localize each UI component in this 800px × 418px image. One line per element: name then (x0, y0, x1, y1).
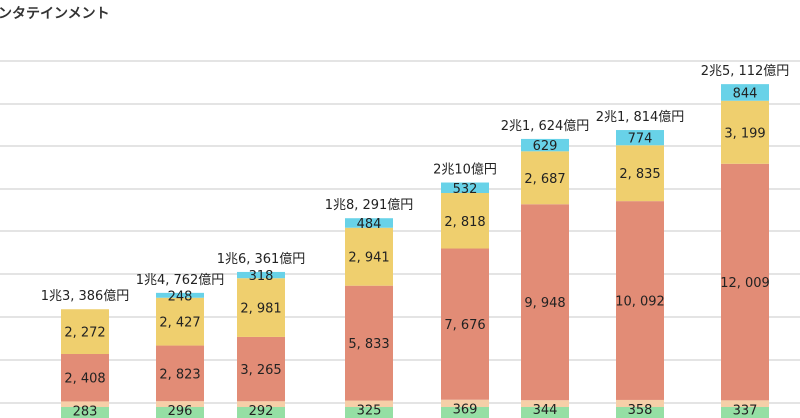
bar-segment (345, 227, 393, 286)
bar-segment (61, 353, 109, 402)
total-label: 1兆4, 762億円 (136, 272, 225, 288)
bar-segment (521, 151, 569, 205)
bar-segment (521, 400, 569, 407)
total-label: 2兆1, 814億円 (596, 109, 685, 125)
total-label: 1兆8, 291億円 (325, 197, 414, 213)
data-label: 484 (357, 217, 382, 232)
total-label: 2兆5, 112億円 (701, 63, 790, 79)
bar-segment (721, 407, 769, 418)
bar-segment (61, 407, 109, 418)
data-label: 325 (357, 404, 382, 418)
bar-segment (441, 407, 489, 418)
bar-segment (441, 182, 489, 193)
bar-segment (345, 218, 393, 228)
data-label: 2, 823 (159, 367, 200, 382)
data-label: 2, 981 (240, 302, 281, 317)
bar-segment (156, 401, 204, 407)
bar-segment (441, 192, 489, 249)
bar-segment (721, 84, 769, 101)
data-label: 2, 941 (348, 251, 389, 266)
data-label: 2, 272 (64, 326, 105, 341)
bar-segment (521, 204, 569, 401)
total-label: 1兆3, 386億円 (41, 288, 130, 304)
data-label: 5, 833 (348, 337, 389, 352)
bar-segment (616, 130, 664, 146)
bar-segment (156, 292, 204, 298)
data-label: 369 (453, 403, 478, 418)
bar-segment (721, 400, 769, 407)
bar-segment (345, 407, 393, 418)
data-label: 344 (533, 403, 558, 418)
data-label: 283 (73, 404, 98, 418)
bar-segment (156, 345, 204, 402)
data-label: 292 (249, 404, 274, 418)
bar-segment (616, 399, 664, 407)
bar-segment (521, 407, 569, 418)
data-label: 337 (733, 403, 758, 418)
data-label: 12, 009 (720, 276, 770, 291)
data-label: 3, 265 (240, 363, 281, 378)
data-label: 844 (733, 86, 758, 101)
bar-segment (441, 248, 489, 400)
bar-segment (721, 163, 769, 401)
data-label: 2, 427 (159, 316, 200, 331)
bar-segment (237, 407, 285, 418)
bar-segment (721, 100, 769, 164)
chart-title: ンタテインメント (0, 6, 110, 22)
data-label: 296 (168, 404, 193, 418)
grid (0, 60, 800, 404)
bar-segment (345, 285, 393, 401)
data-label: 7, 676 (444, 318, 485, 333)
data-label: 2, 835 (619, 167, 660, 182)
bar-segment (237, 401, 285, 407)
bar-segment (237, 278, 285, 337)
data-label: 2, 687 (524, 172, 565, 187)
data-label: 10, 092 (615, 295, 665, 310)
data-label: 318 (249, 269, 274, 284)
bar-segment (616, 201, 664, 400)
data-label: 774 (628, 132, 653, 147)
bar-segment (441, 399, 489, 407)
bar-segment (237, 271, 285, 279)
bar-segment (616, 145, 664, 202)
bar-segment (345, 400, 393, 407)
total-label: 2兆1, 624億円 (501, 118, 590, 134)
data-labels: 283 2, 408 2, 272 296 2, 823 2, 427 248 292 3, 2… (64, 86, 769, 418)
total-label: 2兆10億円 (433, 162, 497, 178)
data-label: 2, 408 (64, 372, 105, 387)
data-label: 532 (453, 182, 478, 197)
data-label: 9, 948 (524, 296, 565, 311)
data-label: 358 (628, 403, 653, 418)
bar-segment (61, 401, 109, 407)
bar-segment (521, 138, 569, 152)
bar-segment (156, 407, 204, 418)
bar-segment (237, 336, 285, 402)
data-label: 3, 199 (724, 126, 765, 141)
data-label: 2, 818 (444, 215, 485, 230)
bar-segment (616, 407, 664, 418)
data-label: 248 (168, 289, 193, 304)
bar-segment (61, 309, 109, 354)
bars (61, 84, 769, 418)
bar-segment (156, 297, 204, 346)
total-label: 1兆6, 361億円 (217, 251, 306, 267)
data-label: 629 (533, 139, 558, 154)
